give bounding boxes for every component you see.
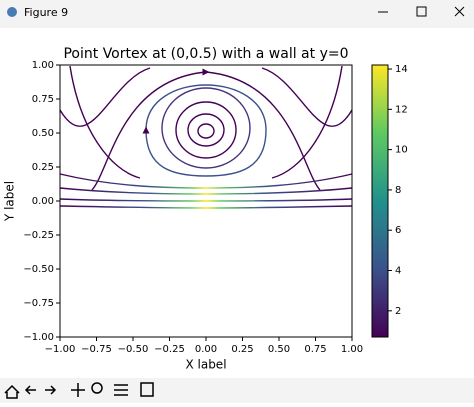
- forward-button[interactable]: [45, 385, 57, 395]
- colorbar-tick-label: 12: [395, 104, 408, 115]
- configure-button[interactable]: [114, 384, 128, 396]
- y-tick-label: −1.00: [23, 332, 54, 343]
- zoom-button[interactable]: [91, 382, 103, 394]
- x-tick-label: 1.00: [341, 344, 363, 355]
- y-tick-label: 0.00: [32, 196, 54, 207]
- home-button[interactable]: [4, 384, 20, 399]
- streamlines: [59, 65, 353, 209]
- x-tick-label: 0.50: [268, 344, 290, 355]
- y-tick-label: 0.25: [32, 162, 54, 173]
- y-tick-label: 0.50: [32, 128, 54, 139]
- back-button[interactable]: [24, 385, 36, 395]
- x-tick-label: −0.25: [154, 344, 185, 355]
- colorbar-tick-label: 14: [395, 64, 408, 75]
- y-tick-label: 0.75: [32, 94, 54, 105]
- app-icon: [7, 7, 17, 17]
- window-title: Figure 9: [24, 6, 68, 19]
- x-tick-label: −0.75: [81, 344, 112, 355]
- y-tick-label: −0.50: [23, 264, 54, 275]
- chart-title: Point Vortex at (0,0.5) with a wall at y…: [63, 46, 348, 62]
- x-tick-label: −1.00: [45, 344, 76, 355]
- save-button[interactable]: [140, 382, 154, 397]
- y-tick-label: −0.25: [23, 230, 54, 241]
- x-tick-label: 0.75: [304, 344, 326, 355]
- x-tick-label: −0.50: [118, 344, 149, 355]
- colorbar: [371, 64, 389, 338]
- y-axis-label: Y label: [3, 181, 17, 222]
- colorbar-tick-label: 8: [395, 185, 401, 196]
- colorbar-tick-label: 4: [395, 266, 401, 277]
- maximize-button[interactable]: [416, 6, 427, 17]
- colorbar-tick-label: 6: [395, 225, 401, 236]
- x-axis-label: X label: [185, 358, 226, 372]
- title-bar: [0, 0, 474, 28]
- close-button[interactable]: [454, 6, 465, 17]
- colorbar-tick-label: 10: [395, 145, 408, 156]
- y-tick-label: −0.75: [23, 298, 54, 309]
- pan-button[interactable]: [71, 383, 85, 397]
- x-tick-label: 0.00: [195, 344, 217, 355]
- colorbar-tick-label: 2: [395, 306, 401, 317]
- x-tick-label: 0.25: [231, 344, 253, 355]
- y-tick-label: 1.00: [32, 60, 54, 71]
